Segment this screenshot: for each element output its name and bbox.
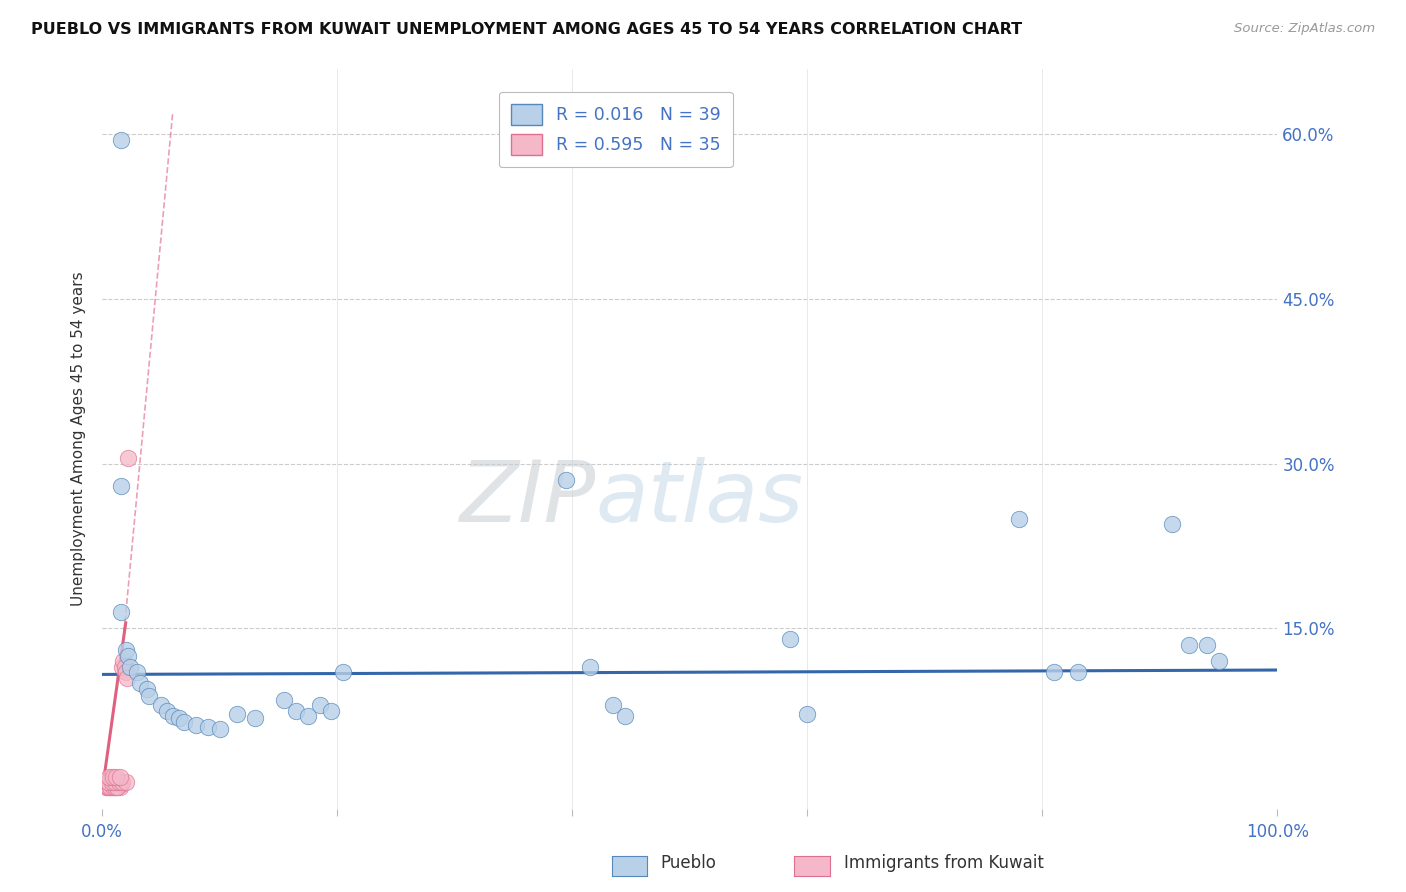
Text: Immigrants from Kuwait: Immigrants from Kuwait [844,855,1043,872]
Point [579,659,602,673]
Text: PUEBLO VS IMMIGRANTS FROM KUWAIT UNEMPLOYMENT AMONG AGES 45 TO 54 YEARS CORRELAT: PUEBLO VS IMMIGRANTS FROM KUWAIT UNEMPLO… [31,22,1022,37]
Point [97,775,120,789]
Point [98,777,121,791]
Point [197,720,219,734]
Point [332,665,354,680]
Point [104,775,127,789]
Point [94,780,117,795]
Point [156,704,179,718]
Point [114,659,136,673]
Point [114,643,136,657]
Text: atlas: atlas [596,457,804,540]
Point [1008,511,1031,525]
Text: Source: ZipAtlas.com: Source: ZipAtlas.com [1234,22,1375,36]
Point [128,676,150,690]
Point [273,692,295,706]
Point [138,690,160,704]
Point [100,780,122,795]
Point [1066,665,1088,680]
Point [226,706,249,721]
Point [115,671,138,685]
Point [208,723,231,737]
Point [308,698,330,713]
Point [100,780,122,795]
Point [100,777,122,791]
Point [107,775,129,789]
Point [111,775,134,789]
Point [110,478,132,492]
Point [107,777,129,791]
Point [796,706,818,721]
Point [110,133,132,147]
Point [104,780,127,795]
Y-axis label: Unemployment Among Ages 45 to 54 years: Unemployment Among Ages 45 to 54 years [72,272,86,607]
Point [101,780,124,795]
Point [117,451,139,466]
Point [105,770,128,784]
Point [108,780,131,795]
Point [96,777,118,791]
Point [114,775,136,789]
Point [97,780,120,795]
Point [101,770,124,784]
Point [104,780,127,795]
Point [101,780,124,795]
Point [167,711,190,725]
Point [103,777,125,791]
Text: Pueblo: Pueblo [661,855,717,872]
Point [1043,665,1066,680]
Point [297,709,319,723]
Point [779,632,801,647]
Point [162,709,184,723]
Point [186,718,208,732]
Point [97,780,120,795]
Point [98,770,121,784]
Point [107,780,129,795]
Point [555,473,578,487]
Point [149,698,172,713]
Point [110,777,132,791]
Legend: R = 0.016   N = 39, R = 0.595   N = 35: R = 0.016 N = 39, R = 0.595 N = 35 [499,92,733,168]
Point [135,681,157,696]
Point [1195,638,1218,652]
Text: ZIP: ZIP [460,457,596,540]
Point [285,704,308,718]
Point [110,605,132,619]
Point [614,709,637,723]
Point [108,770,131,784]
Point [127,665,149,680]
Point [1178,638,1201,652]
Point [112,654,135,668]
Point [117,648,139,663]
Point [173,714,195,729]
Point [1160,516,1182,531]
Point [100,775,122,789]
Point [120,659,142,673]
Point [107,780,129,795]
Point [105,777,128,791]
Point [1208,654,1230,668]
Point [243,711,266,725]
Point [114,665,136,680]
Point [321,704,343,718]
Point [602,698,624,713]
Point [111,659,134,673]
